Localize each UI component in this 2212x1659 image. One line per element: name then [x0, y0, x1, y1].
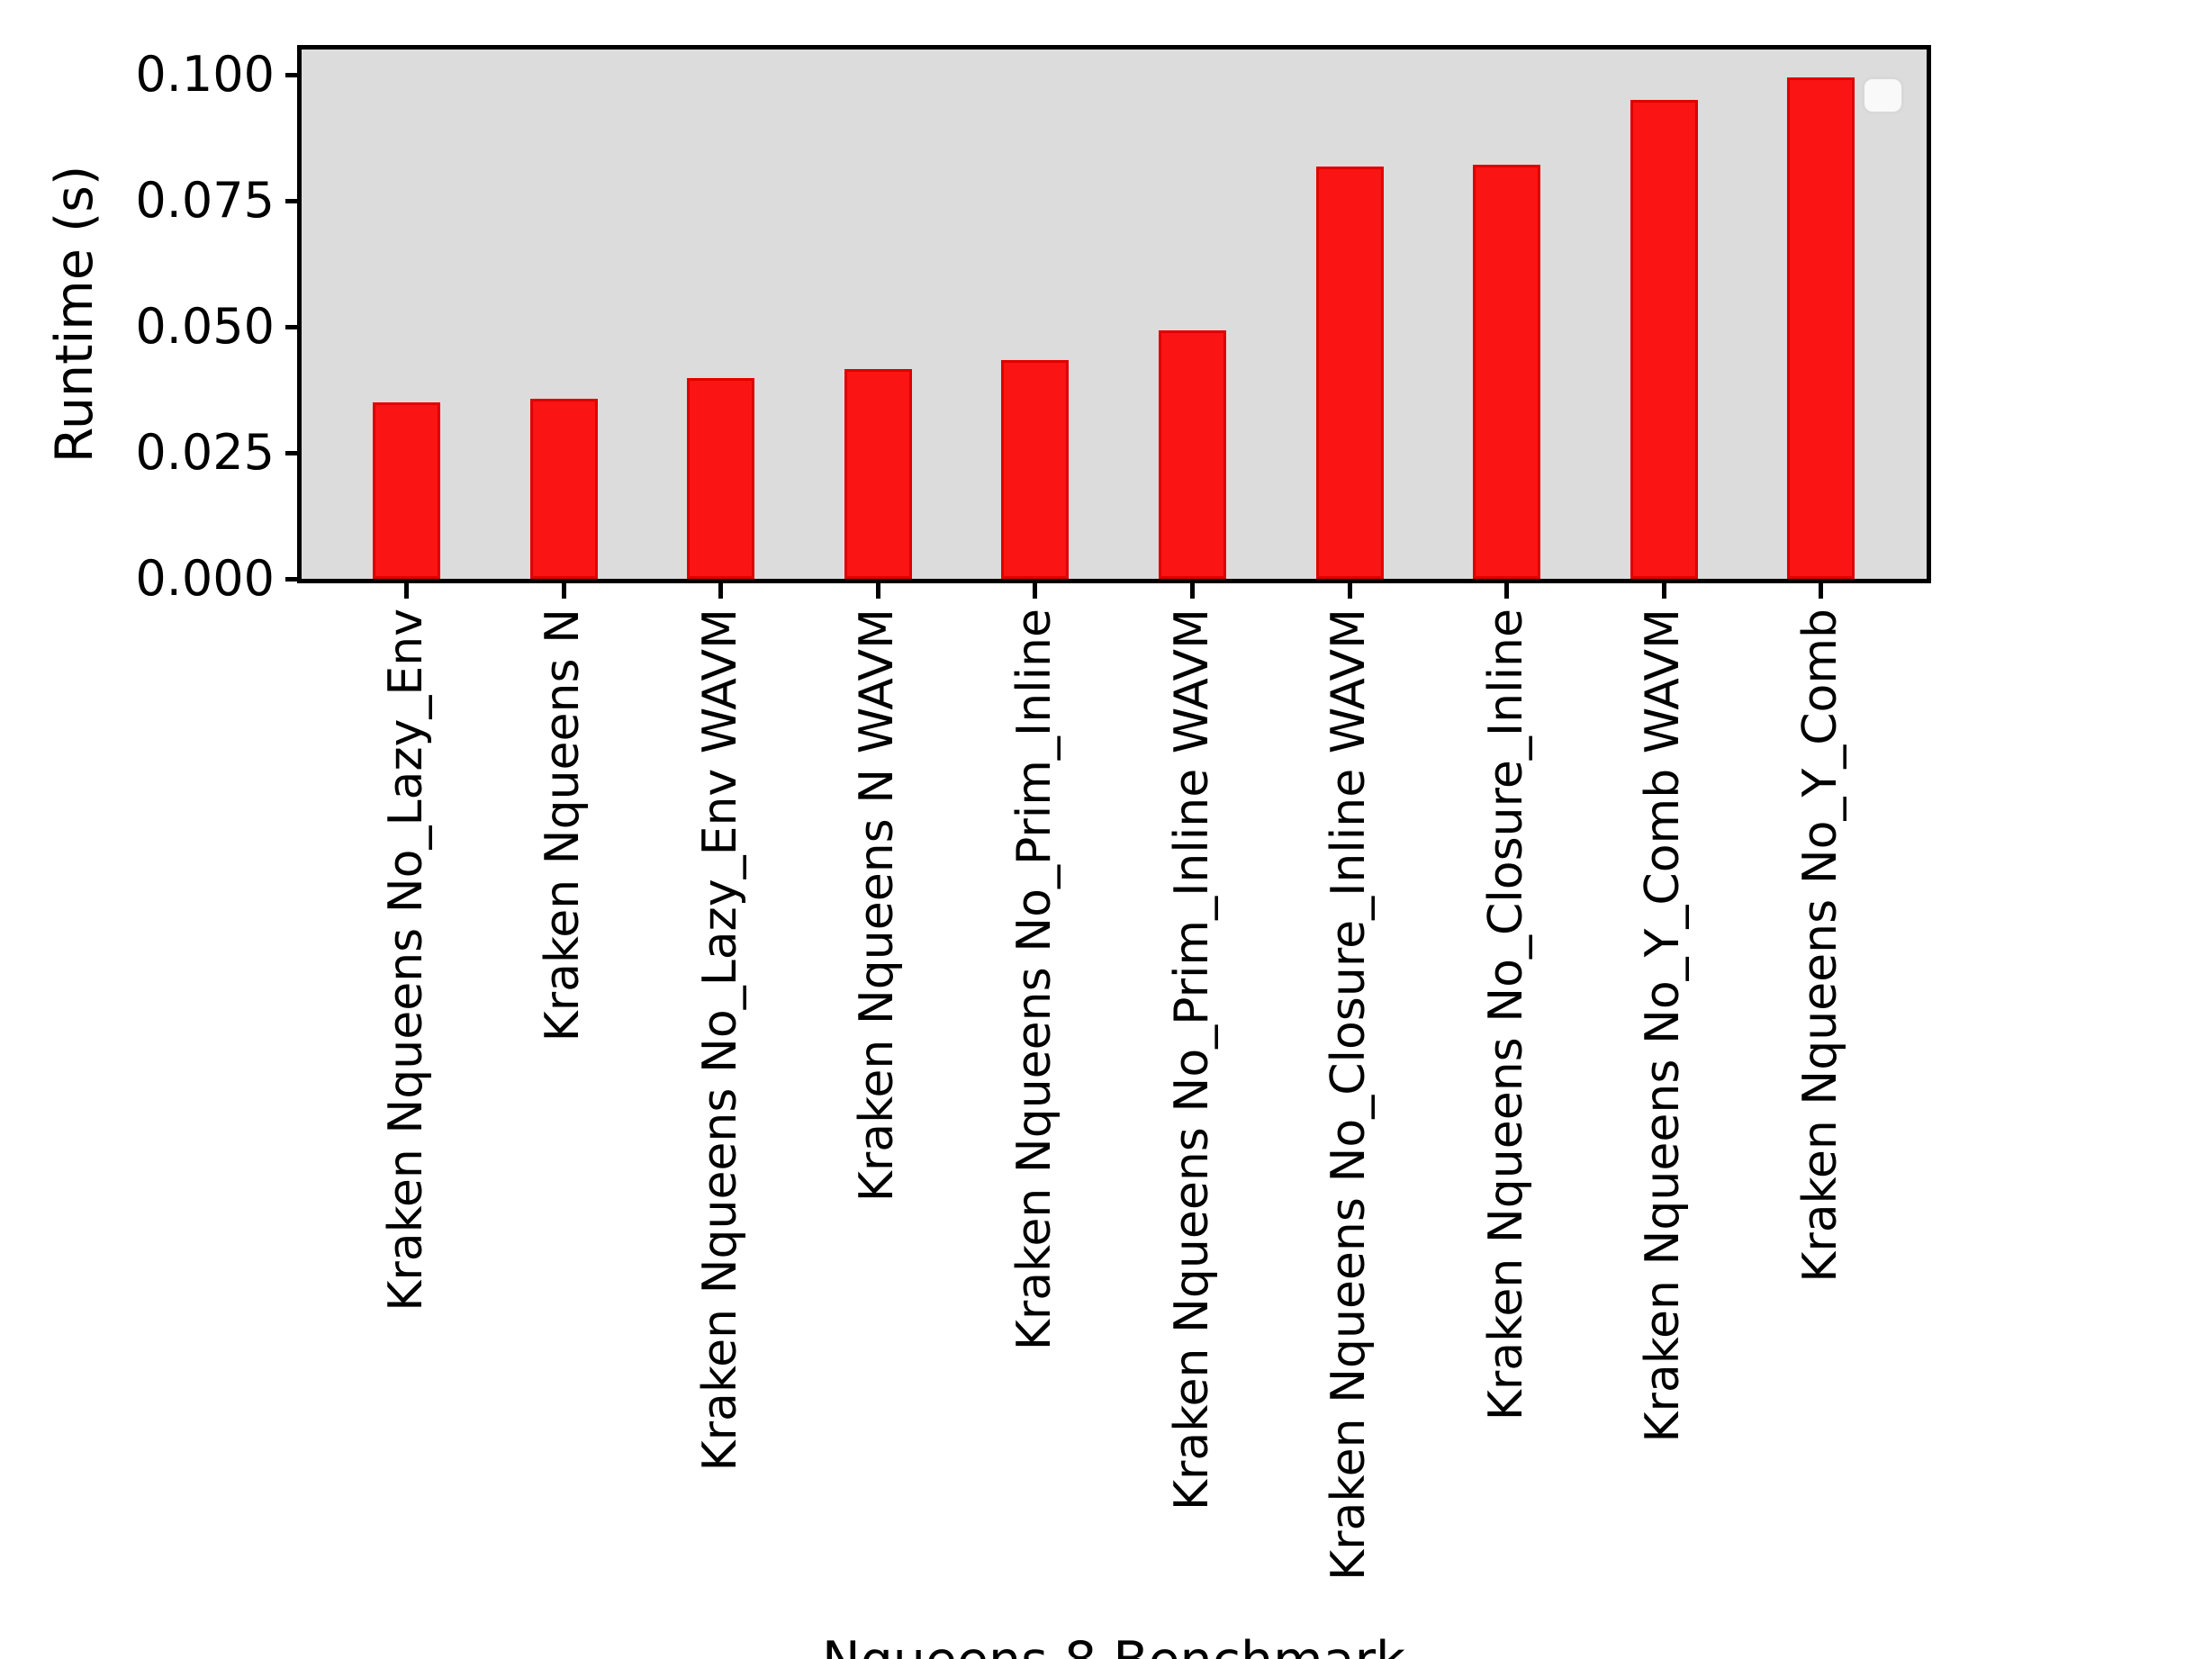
y-tick-4	[285, 198, 302, 203]
bar-2	[529, 399, 598, 579]
x-tick-label-5: Kraken Nqueens No_Prim_Inline	[1007, 609, 1061, 1351]
x-tick-label-7: Kraken Nqueens No_Closure_Inline WAVM	[1322, 609, 1377, 1581]
bar-5	[1001, 359, 1070, 579]
y-tick-label-3: 0.050	[135, 298, 275, 355]
x-tick-3	[718, 583, 724, 599]
x-axis-title: Nqueens 8 Benchmark	[822, 1631, 1405, 1659]
bar-9	[1630, 100, 1698, 579]
x-tick-label-1: Kraken Nqueens No_Lazy_Env	[378, 609, 433, 1312]
y-tick-2	[285, 450, 302, 455]
bar-10	[1787, 77, 1855, 579]
x-tick-1	[404, 583, 409, 599]
y-tick-label-5: 0.100	[135, 46, 275, 103]
x-tick-label-10: Kraken Nqueens No_Y_Comb	[1792, 609, 1847, 1283]
y-tick-label-2: 0.025	[135, 424, 275, 481]
bar-7	[1315, 166, 1384, 579]
x-tick-2	[561, 583, 566, 599]
x-tick-label-9: Kraken Nqueens No_Y_Comb WAVM	[1636, 609, 1691, 1443]
x-tick-9	[1661, 583, 1666, 599]
x-tick-5	[1033, 583, 1038, 599]
x-tick-label-2: Kraken Nqueens N	[536, 609, 591, 1042]
bar-6	[1159, 329, 1226, 579]
bar-4	[844, 369, 912, 579]
legend-box	[1862, 77, 1904, 114]
bar-1	[373, 402, 440, 579]
bars-layer	[302, 50, 1927, 579]
x-tick-label-3: Kraken Nqueens No_Lazy_Env WAVM	[692, 609, 747, 1472]
x-tick-6	[1190, 583, 1195, 599]
x-tick-7	[1347, 583, 1352, 599]
y-tick-label-1: 0.000	[135, 550, 275, 607]
x-tick-label-8: Kraken Nqueens No_Closure_Inline	[1478, 609, 1533, 1421]
bar-8	[1473, 165, 1541, 579]
x-tick-4	[875, 583, 880, 599]
x-tick-10	[1819, 583, 1824, 599]
x-tick-label-4: Kraken Nqueens N WAVM	[850, 609, 905, 1203]
y-tick-5	[285, 72, 302, 77]
x-tick-8	[1504, 583, 1510, 599]
y-tick-label-4: 0.075	[135, 172, 275, 229]
x-tick-label-6: Kraken Nqueens No_Prim_Inline WAVM	[1164, 609, 1219, 1511]
y-tick-1	[285, 576, 302, 582]
y-tick-3	[285, 324, 302, 329]
bar-3	[687, 378, 755, 579]
